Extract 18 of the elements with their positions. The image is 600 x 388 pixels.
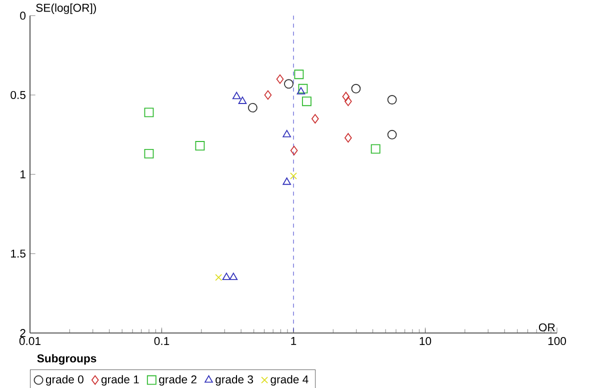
x-tick-label: 0.01 <box>19 337 40 346</box>
legend-label: grade 0 <box>46 375 84 386</box>
legend-title: Subgroups <box>37 354 96 365</box>
y-tick-label: 0.5 <box>10 90 26 100</box>
y-tick-label: 1 <box>20 170 26 178</box>
legend-label: grade 3 <box>216 375 254 386</box>
legend-label: grade 1 <box>101 375 139 386</box>
y-tick-label: 0 <box>20 12 26 20</box>
x-axis-title: OR <box>538 323 555 332</box>
y-axis-title: SE(log[OR]) <box>36 3 96 14</box>
legend-label: grade 2 <box>159 375 196 386</box>
y-tick-label: 1.5 <box>11 250 26 258</box>
x-tick-label: 1 <box>291 337 296 345</box>
y-tick-label: 2 <box>20 329 26 337</box>
x-tick-label: 100 <box>548 337 566 346</box>
x-tick-label: 0.1 <box>154 337 170 346</box>
legend-label: grade 4 <box>270 375 308 386</box>
x-tick-label: 10 <box>420 337 432 346</box>
